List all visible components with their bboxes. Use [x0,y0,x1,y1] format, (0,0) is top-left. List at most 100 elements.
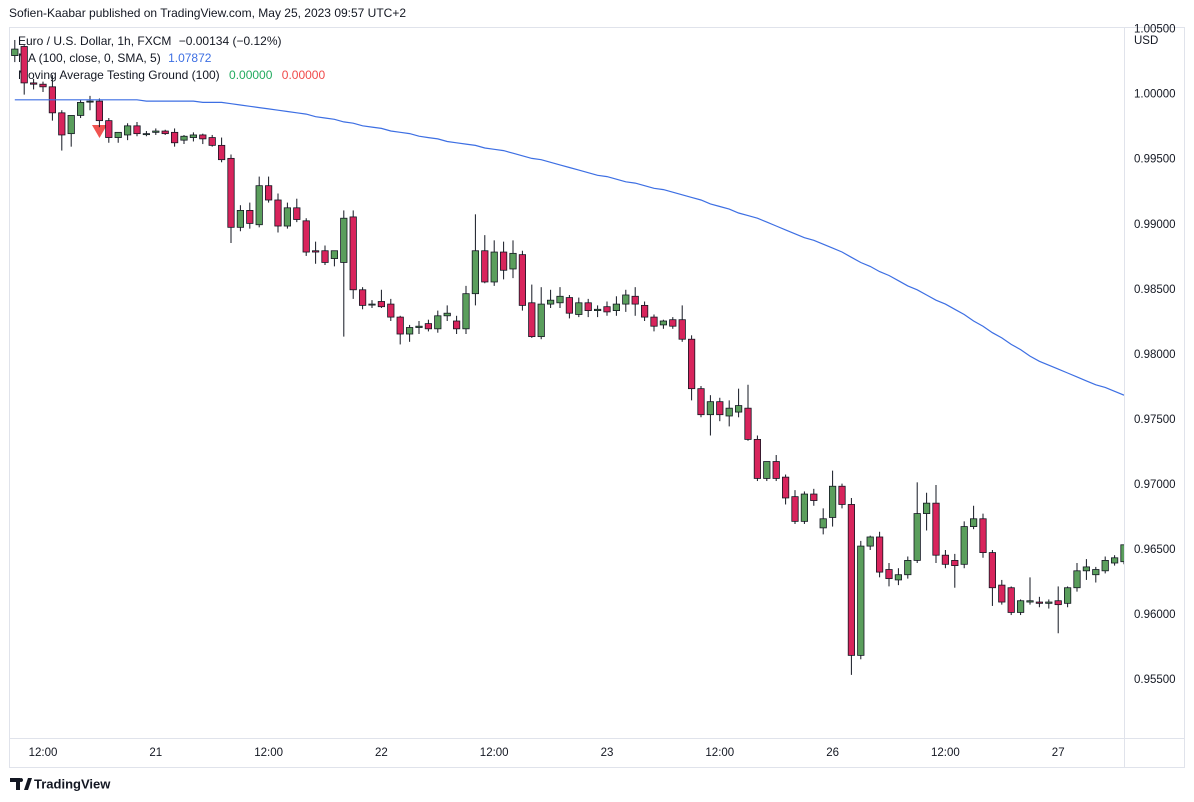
candle-body [499,251,508,271]
symbol-title: Euro / U.S. Dollar, 1h, FXCM [18,34,171,48]
candle-body [923,502,931,514]
candle-body [744,407,752,440]
candle-body [772,461,780,479]
candle-body [1054,600,1062,606]
x-tick-label: 12:00 [254,747,283,759]
logo-icon [10,778,32,790]
x-tick-label: 22 [375,747,388,759]
candle-body [885,569,893,580]
candle-body [594,308,602,311]
candle-body [584,302,592,311]
candle-body [311,250,320,253]
candle-body [424,323,433,330]
candle-body [302,220,310,253]
candle-body [20,46,28,84]
plot-area [11,39,1124,675]
ma-name: MA (100, close, 0, SMA, 5) [18,51,161,65]
candle-body [819,518,827,529]
currency-label: USD [1134,35,1158,47]
candle-body [1120,544,1124,563]
candle-body [904,560,912,576]
candle-body [1101,560,1109,572]
y-tick-label: 0.96000 [1134,609,1176,621]
candle-body [293,207,301,220]
x-tick-label: 12:00 [931,747,960,759]
candle-body [641,304,649,318]
candle-body [321,250,329,263]
candle-body [462,293,470,330]
candle-body [377,301,386,308]
candle-body [857,545,865,656]
candle-body [565,297,574,314]
candle-body [509,252,517,270]
y-tick-label: 0.96500 [1134,544,1176,556]
candle-body [829,485,837,518]
candle-body [152,130,160,133]
x-tick-label: 12:00 [705,747,734,759]
candle-body [396,316,404,335]
legend-ma: MA (100, close, 0, SMA, 5) 1.07872 [18,51,212,65]
candle-body [283,207,292,227]
candle-body [838,485,846,505]
y-tick-label: 1.00500 [1134,24,1176,36]
legend-symbol: Euro / U.S. Dollar, 1h, FXCM −0.00134 (−… [18,34,281,48]
candle-body [876,536,884,573]
y-tick-label: 0.97500 [1134,414,1176,426]
candle-body [791,496,799,522]
candle-body [1045,601,1053,604]
candle-body [340,217,348,263]
candle-body [405,327,414,335]
candle-body [471,250,480,295]
candle-body [941,554,950,565]
candle-body [537,303,545,338]
candle-body [124,125,132,136]
candle-body [114,131,122,138]
candle-body [979,518,987,553]
candle-body [575,302,583,315]
candle-body [697,388,705,416]
candle-body [105,120,113,138]
x-tick-label: 26 [826,747,839,759]
candle-body [951,560,959,567]
candle-body [255,185,263,226]
candle-body [960,526,968,565]
x-tick-label: 27 [1052,747,1065,759]
footer-logo: TradingView [10,776,111,791]
candle-body [264,185,273,201]
candle-body [95,100,103,122]
candle-body [443,312,451,317]
candle-body [189,134,197,138]
candle-body [1111,557,1119,564]
indicator-value: 0.00000 [229,68,273,82]
chart-frame [9,27,1185,768]
candle-body [67,115,75,135]
candle-body [706,401,715,416]
y-tick-label: 0.99000 [1134,219,1176,231]
candle-body [678,319,686,340]
ma-value: 1.07872 [168,51,212,65]
candle-body [39,83,47,88]
candle-body [650,316,658,327]
candle-body [782,476,790,499]
publisher-line: Sofien-Kaabar published on TradingView.c… [9,6,406,20]
candle-body [1035,601,1043,604]
candle-body [452,320,461,330]
candle-body [170,131,179,144]
candle-body [161,130,169,135]
candle-body [669,319,677,327]
x-tick-label: 12:00 [480,747,509,759]
y-tick-label: 0.97000 [1134,479,1176,491]
candle-body [29,82,38,85]
candle-body [631,295,639,305]
candle-body [481,250,489,283]
y-tick-label: 0.95500 [1134,674,1176,686]
candle-body [810,493,818,501]
candle-body [988,552,997,589]
y-tick-label: 0.98000 [1134,349,1176,361]
candle-body [1073,570,1081,589]
candle-body [528,302,536,338]
candle-body [735,405,743,413]
candle-body [763,461,771,479]
candle-body [77,102,85,116]
